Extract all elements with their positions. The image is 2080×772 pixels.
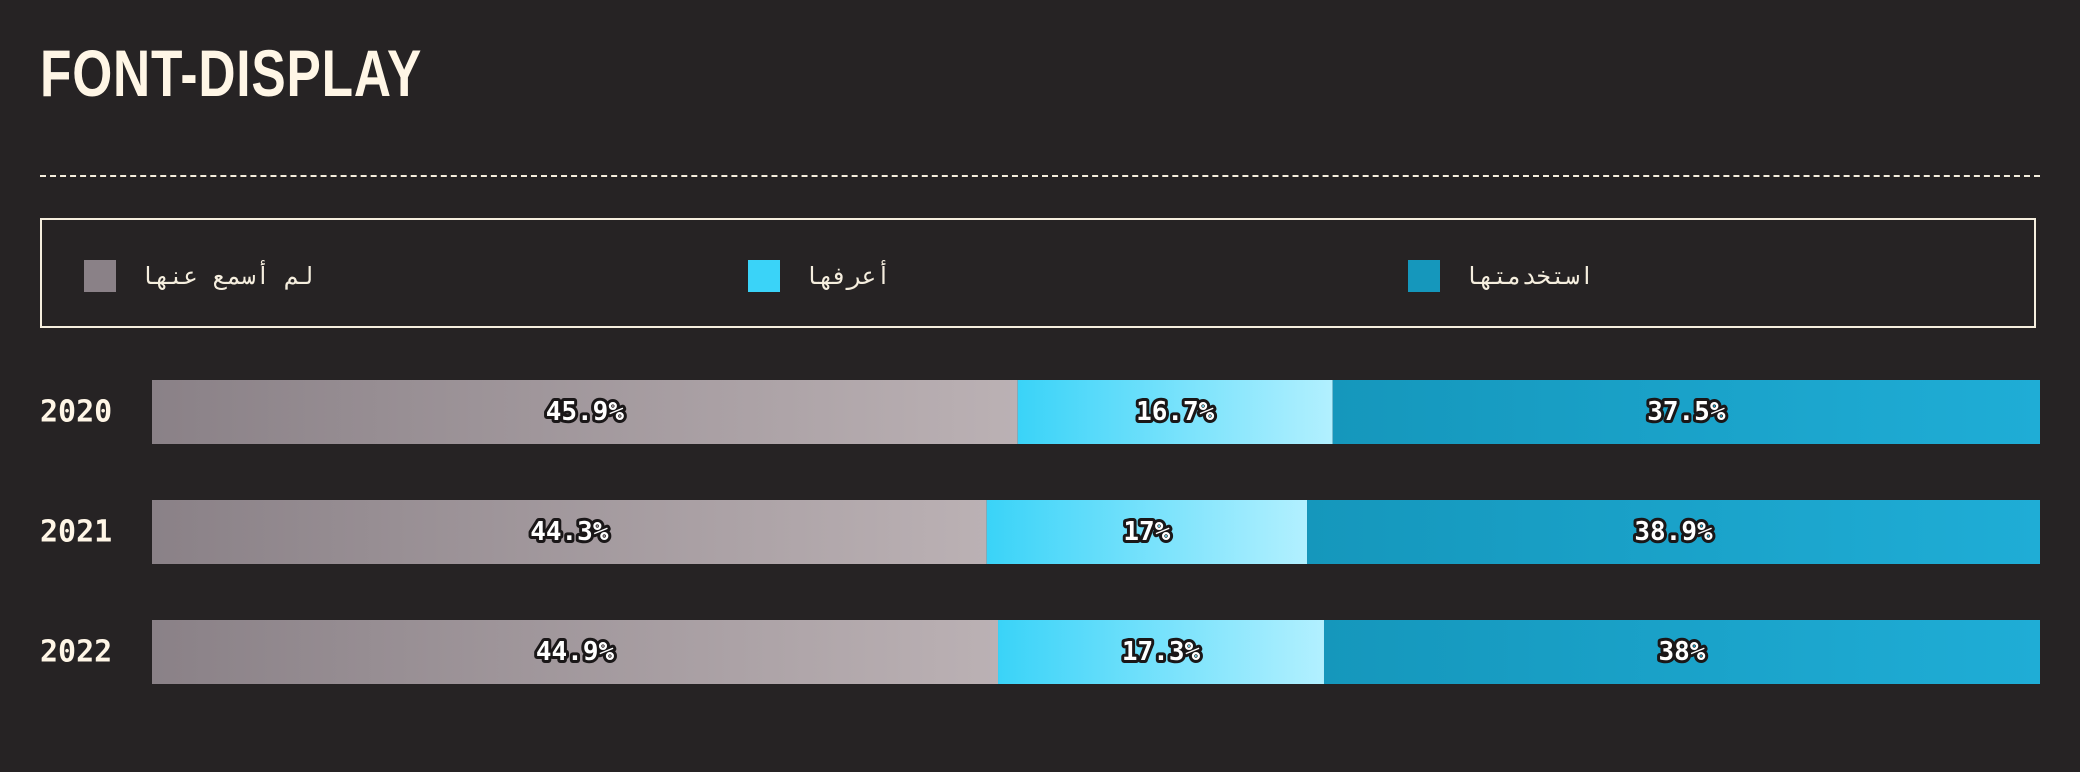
bar-segment-2021-1 (986, 500, 1308, 564)
data-label-2021-2: 38.9% (1634, 517, 1713, 547)
year-label-2022: 2022 (40, 635, 112, 670)
chart-title: FONT-DISPLAY (40, 36, 423, 110)
legend-swatch-used-it (1408, 260, 1440, 292)
legend-label-never-heard: لم أسمع عنها (140, 262, 314, 290)
year-label-2020: 2020 (40, 395, 112, 430)
legend-swatch-never-heard (84, 260, 116, 292)
data-label-2022-2: 38% (1659, 637, 1706, 667)
data-label-2022-1: 17.3% (1122, 637, 1201, 667)
bar-segment-2022-2 (1323, 620, 2040, 684)
bar-segment-2021-0 (152, 500, 987, 564)
data-label-2022-0: 44.9% (536, 637, 615, 667)
bar-segment-2022-1 (998, 620, 1324, 684)
bar-segment-2022-0 (152, 620, 999, 684)
data-label-2021-1: 17% (1123, 517, 1170, 547)
legend: لم أسمع عنها أعرفها استخدمتها (40, 218, 2036, 328)
year-label-2021: 2021 (40, 515, 112, 550)
title-divider (40, 175, 2040, 177)
data-label-2020-1: 16.7% (1136, 397, 1215, 427)
data-label-2020-2: 37.5% (1647, 397, 1726, 427)
bar-segment-2021-2 (1307, 500, 2040, 564)
legend-swatch-know-it (748, 260, 780, 292)
bar-segment-2020-2 (1332, 380, 2040, 444)
data-label-2020-0: 45.9% (546, 397, 625, 427)
data-label-2021-0: 44.3% (530, 517, 609, 547)
bar-segment-2020-1 (1017, 380, 1333, 444)
bar-segment-2020-0 (152, 380, 1018, 444)
legend-label-know-it: أعرفها (804, 262, 891, 290)
legend-label-used-it: استخدمتها (1464, 262, 1595, 290)
